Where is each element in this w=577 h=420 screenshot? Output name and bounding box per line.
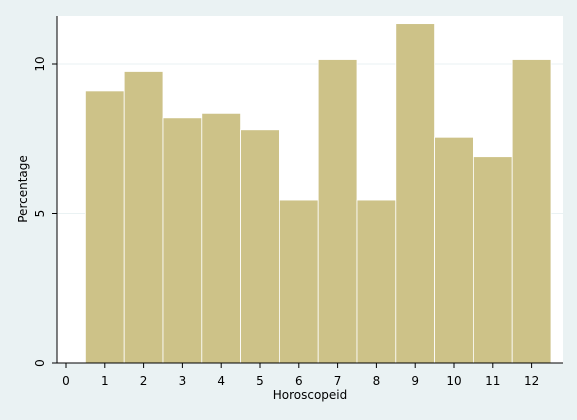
x-tick-label-7: 7 [334,374,342,388]
bar-10 [434,136,474,364]
bar-2 [123,71,164,364]
bar-1 [85,90,125,364]
bar-8 [356,199,397,364]
y-axis-title: Percentage [16,155,30,223]
x-tick-label-0: 0 [62,374,70,388]
x-tick-label-1: 1 [101,374,109,388]
x-tick-label-5: 5 [256,374,264,388]
x-tick-label-2: 2 [140,374,148,388]
bar-12 [511,59,552,364]
x-axis-title: Horoscopeid [273,388,348,402]
x-tick-label-9: 9 [411,374,419,388]
bar-11 [472,156,513,364]
bar-5 [240,129,280,364]
bar-4 [201,112,242,364]
y-ticks: 0 5 10 [33,56,57,367]
bar-9 [395,23,435,364]
y-tick-label-0: 0 [33,359,47,367]
x-ticks: 0 1 2 3 4 5 6 7 8 9 10 11 12 [62,363,539,388]
x-tick-label-8: 8 [373,374,381,388]
y-tick-label-1: 5 [33,210,47,218]
bars [85,23,552,364]
x-tick-label-12: 12 [524,374,539,388]
bar-7 [317,59,358,364]
x-tick-label-4: 4 [217,374,225,388]
x-tick-label-11: 11 [485,374,500,388]
x-tick-label-6: 6 [295,374,303,388]
bar-3 [162,117,203,364]
bar-6 [278,199,319,364]
x-tick-label-3: 3 [179,374,187,388]
y-tick-label-2: 10 [33,56,47,71]
x-tick-label-10: 10 [446,374,461,388]
